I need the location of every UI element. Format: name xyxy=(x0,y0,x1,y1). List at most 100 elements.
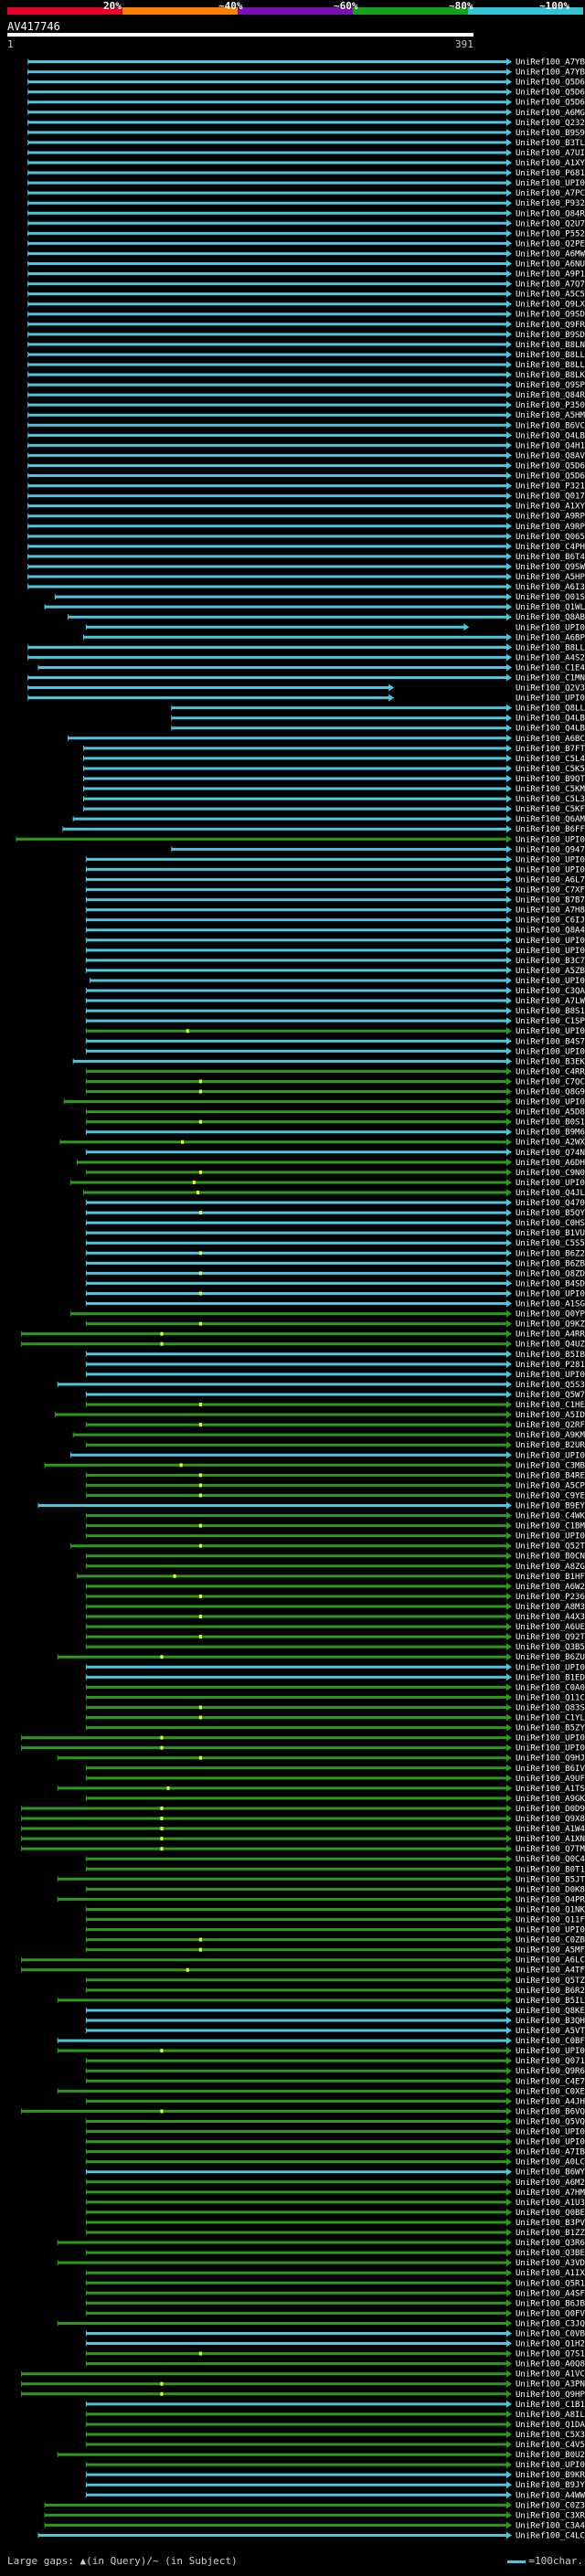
hit-label[interactable]: UniRef100_Q84RD8 xyxy=(516,209,585,218)
hit-label[interactable]: UniRef100_A5IDK4 xyxy=(516,1411,585,1420)
hit-label[interactable]: UniRef100_Q4JLT4 xyxy=(516,1189,585,1198)
hit-label[interactable]: UniRef100_B6VQD2 xyxy=(516,2107,585,2116)
hit-label[interactable]: UniRef100_B6VC73 xyxy=(516,421,585,430)
hit-label[interactable]: UniRef100_A6BCF6 xyxy=(516,735,585,744)
hit-label[interactable]: UniRef100_A8M3P7 xyxy=(516,1603,585,1612)
hit-label[interactable]: UniRef100_B5QYY3 xyxy=(516,1209,585,1218)
hit-label[interactable]: UniRef100_A9KMF7 xyxy=(516,1431,585,1440)
hit-label[interactable]: UniRef100_A5D867 xyxy=(516,1108,585,1118)
hit-label[interactable]: UniRef100_C1YL96 xyxy=(516,1714,585,1723)
hit-label[interactable]: UniRef100_C4RRA0 xyxy=(516,1067,585,1076)
hit-label[interactable]: UniRef100_UPI000... xyxy=(516,1371,585,1380)
hit-label[interactable]: UniRef100_C0XEU1 xyxy=(516,2087,585,2096)
hit-label[interactable]: UniRef100_Q11CD0 xyxy=(516,1693,585,1702)
hit-label[interactable]: UniRef100_A1U3S5 xyxy=(516,2199,585,2208)
hit-label[interactable]: UniRef100_UPI000... xyxy=(516,1027,585,1036)
hit-label[interactable]: UniRef100_C7QCG3 xyxy=(516,1077,585,1087)
hit-label[interactable]: UniRef100_A4JHR8 xyxy=(516,2097,585,2106)
hit-label[interactable]: UniRef100_A1XN00 xyxy=(516,1835,585,1844)
hit-label[interactable]: UniRef100_Q9SP37 xyxy=(516,381,585,390)
hit-label[interactable]: UniRef100_Q5TZ40 xyxy=(516,1977,585,1986)
hit-label[interactable]: UniRef100_C1SP59 xyxy=(516,1017,585,1026)
hit-label[interactable]: UniRef100_Q9LXM4 xyxy=(516,301,585,310)
hit-label[interactable]: UniRef100_C5KFH0 xyxy=(516,805,585,814)
hit-label[interactable]: UniRef100_A7PCL5 xyxy=(516,189,585,198)
hit-label[interactable]: UniRef100_UPI000... xyxy=(516,2047,585,2056)
hit-label[interactable]: UniRef100_A4RRP5 xyxy=(516,1330,585,1340)
hit-label[interactable]: UniRef100_Q23255 xyxy=(516,119,585,128)
hit-label[interactable]: UniRef100_A1XYB1 xyxy=(516,503,585,512)
hit-label[interactable]: UniRef100_Q1H2K0 xyxy=(516,2340,585,2349)
hit-label[interactable]: UniRef100_P23694 xyxy=(516,1593,585,1602)
hit-label[interactable]: UniRef100_UPI000... xyxy=(516,1734,585,1744)
hit-label[interactable]: UniRef100_A7HME1 xyxy=(516,2189,585,2198)
hit-label[interactable]: UniRef100_Q5W719 xyxy=(516,1391,585,1400)
hit-label[interactable]: UniRef100_A4X312 xyxy=(516,1613,585,1622)
hit-label[interactable]: UniRef100_C5L3R1 xyxy=(516,795,585,804)
hit-label[interactable]: UniRef100_Q3R6Q1 xyxy=(516,2239,585,2248)
hit-label[interactable]: UniRef100_A6BP29 xyxy=(516,633,585,642)
hit-label[interactable]: UniRef100_Q947H3 xyxy=(516,845,585,854)
hit-label[interactable]: UniRef100_C1HEG7 xyxy=(516,1401,585,1410)
hit-label[interactable]: UniRef100_Q4UZ40 xyxy=(516,1341,585,1350)
hit-label[interactable]: UniRef100_C4LCE8 xyxy=(516,2531,585,2540)
hit-label[interactable]: UniRef100_Q7S1Y1 xyxy=(516,2350,585,2359)
hit-label[interactable]: UniRef100_A0LCX4 xyxy=(516,2158,585,2168)
hit-label[interactable]: UniRef100_A7LW20 xyxy=(516,997,585,1006)
hit-label[interactable]: UniRef100_Q3B532 xyxy=(516,1643,585,1652)
hit-label[interactable]: UniRef100_C0ZBV9 xyxy=(516,1936,585,1945)
hit-label[interactable]: UniRef100_A7YB47 xyxy=(516,58,585,68)
hit-label[interactable]: UniRef100_B8S1J1 xyxy=(516,1007,585,1016)
hit-label[interactable]: UniRef100_A8ZG11 xyxy=(516,1563,585,1572)
hit-label[interactable]: UniRef100_B5JTS3 xyxy=(516,1875,585,1884)
hit-label[interactable]: UniRef100_A5VT52 xyxy=(516,2027,585,2036)
hit-label[interactable]: UniRef100_A5C5K3 xyxy=(516,291,585,300)
hit-label[interactable]: UniRef100_B1HF64 xyxy=(516,1573,585,1582)
hit-label[interactable]: UniRef100_UPI000... xyxy=(516,179,585,188)
hit-label[interactable]: UniRef100_A4WWT6 xyxy=(516,2491,585,2500)
hit-label[interactable]: UniRef100_A1TSW9 xyxy=(516,1785,585,1794)
hit-label[interactable]: UniRef100_B4RE61 xyxy=(516,1471,585,1480)
hit-label[interactable]: UniRef100_Q84RD9 xyxy=(516,391,585,400)
hit-label[interactable]: UniRef100_C0HSH0 xyxy=(516,1219,585,1228)
hit-label[interactable]: UniRef100_Q8AB30 xyxy=(516,613,585,622)
hit-label[interactable]: UniRef100_A1W4X1 xyxy=(516,1825,585,1834)
hit-label[interactable]: UniRef100_B1ZZ56 xyxy=(516,2229,585,2238)
hit-label[interactable]: UniRef100_A6W2A0 xyxy=(516,1583,585,1592)
hit-label[interactable]: UniRef100_B8LLP3 xyxy=(516,351,585,360)
hit-label[interactable]: UniRef100_A2WXF5 xyxy=(516,1139,585,1148)
hit-label[interactable]: UniRef100_Q7TMW7 xyxy=(516,1845,585,1854)
hit-label[interactable]: UniRef100_B6ZUE9 xyxy=(516,1653,585,1662)
hit-label[interactable]: UniRef100_C4V5S9 xyxy=(516,2441,585,2450)
hit-label[interactable]: UniRef100_B0U2S2 xyxy=(516,2451,585,2460)
hit-label[interactable]: UniRef100_A4SF77 xyxy=(516,2289,585,2298)
hit-label[interactable]: UniRef100_B6ZB53 xyxy=(516,1259,585,1268)
hit-label[interactable]: UniRef100_Q47003 xyxy=(516,1199,585,1208)
hit-label[interactable]: UniRef100_A3VDA9 xyxy=(516,2259,585,2268)
hit-label[interactable]: UniRef100_A6DH91 xyxy=(516,1159,585,1168)
hit-label[interactable]: UniRef100_B8LL02 xyxy=(516,643,585,652)
hit-label[interactable]: UniRef100_B9KRF4 xyxy=(516,2471,585,2480)
hit-label[interactable]: UniRef100_Q5D6B8 xyxy=(516,461,585,471)
hit-label[interactable]: UniRef100_Q01781 xyxy=(516,493,585,502)
hit-label[interactable]: UniRef100_Q5VQ27 xyxy=(516,2117,585,2126)
hit-label[interactable]: UniRef100_A1VCK0 xyxy=(516,2370,585,2380)
hit-label[interactable]: UniRef100_P28183 xyxy=(516,1361,585,1370)
hit-label[interactable]: UniRef100_Q92TC1 xyxy=(516,1633,585,1642)
hit-label[interactable]: UniRef100_B9EYG9 xyxy=(516,1502,585,1511)
hit-label[interactable]: UniRef100_P68172 xyxy=(516,169,585,178)
hit-label[interactable]: UniRef100_Q9SDP1 xyxy=(516,311,585,320)
hit-label[interactable]: UniRef100_A3PN97 xyxy=(516,2380,585,2390)
hit-label[interactable]: UniRef100_C0VBS2 xyxy=(516,2330,585,2339)
hit-label[interactable]: UniRef100_Q4LB20 xyxy=(516,725,585,734)
hit-label[interactable]: UniRef100_B5IBX6 xyxy=(516,1351,585,1360)
hit-label[interactable]: UniRef100_Q06500 xyxy=(516,533,585,542)
hit-label[interactable]: UniRef100_Q1WLU3 xyxy=(516,603,585,612)
hit-label[interactable]: UniRef100_A6UEJ1 xyxy=(516,1623,585,1632)
hit-label[interactable]: UniRef100_UPI000... xyxy=(516,947,585,956)
hit-label[interactable]: UniRef100_Q8ZDC9 xyxy=(516,1269,585,1278)
hit-label[interactable]: UniRef100_D0D9Z9 xyxy=(516,1805,585,1814)
hit-label[interactable]: UniRef100_B2UR10 xyxy=(516,1441,585,1450)
hit-label[interactable]: UniRef100_Q07127 xyxy=(516,2057,585,2066)
hit-label[interactable]: UniRef100_B1VUW6 xyxy=(516,1229,585,1238)
